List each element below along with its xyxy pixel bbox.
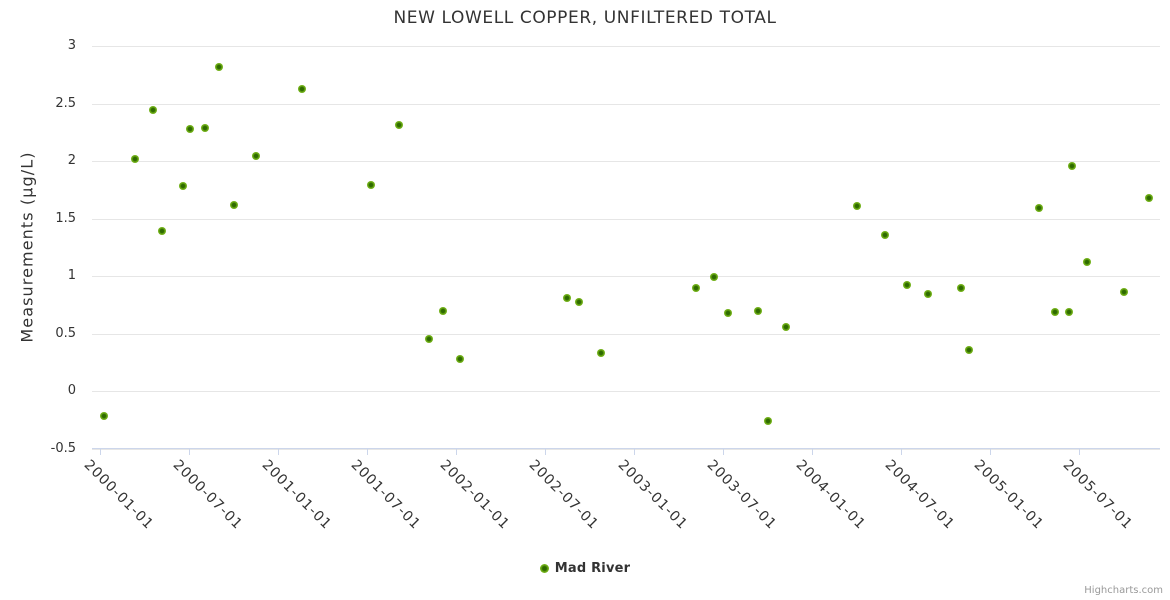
data-point[interactable]: [455, 354, 464, 363]
x-axis-label: 2002-07-01: [525, 457, 602, 533]
data-point[interactable]: [781, 322, 790, 331]
x-axis-label: 2000-07-01: [169, 457, 246, 533]
x-axis-tick: [455, 449, 457, 455]
x-axis-tick: [722, 449, 724, 455]
gridline: [92, 46, 1160, 47]
data-point[interactable]: [425, 335, 434, 344]
data-point[interactable]: [131, 154, 140, 163]
x-axis-tick: [277, 449, 279, 455]
data-point[interactable]: [214, 62, 223, 71]
data-point[interactable]: [148, 106, 157, 115]
y-axis-label: 1: [67, 268, 76, 283]
data-point[interactable]: [251, 152, 260, 161]
highcharts-credits-link[interactable]: Highcharts.com: [1084, 585, 1163, 596]
x-axis-tick: [633, 449, 635, 455]
y-axis-label: 0: [67, 383, 76, 398]
x-axis-label: 2003-07-01: [703, 457, 780, 533]
chart-title: NEW LOWELL COPPER, UNFILTERED TOTAL: [393, 8, 777, 28]
data-point[interactable]: [230, 200, 238, 209]
y-axis-label: 1.5: [55, 210, 76, 226]
gridline: [92, 218, 1160, 220]
gridline: [92, 391, 1160, 392]
data-point[interactable]: [438, 306, 447, 315]
y-axis-label: 3: [67, 38, 76, 53]
data-point[interactable]: [394, 121, 403, 130]
x-axis-label: 2005-01-01: [970, 457, 1047, 533]
gridline: [92, 161, 1160, 162]
data-point[interactable]: [1064, 307, 1073, 316]
data-point[interactable]: [903, 281, 912, 290]
data-point[interactable]: [298, 84, 307, 93]
x-axis-label: 2000-01-01: [80, 457, 157, 533]
data-point[interactable]: [924, 290, 933, 299]
x-axis-tick: [811, 449, 813, 455]
x-axis-label: 2001-07-01: [347, 457, 424, 533]
data-point[interactable]: [563, 293, 572, 302]
x-axis-tick: [366, 449, 368, 455]
data-point[interactable]: [1051, 307, 1060, 316]
y-axis-title: Measurements (µg/L): [17, 151, 37, 343]
x-axis-tick: [99, 449, 101, 455]
x-axis-label: 2003-01-01: [614, 457, 691, 533]
data-point[interactable]: [596, 349, 605, 358]
data-point[interactable]: [956, 283, 965, 292]
y-axis-label: 2.5: [55, 95, 76, 111]
x-axis-label: 2001-01-01: [258, 457, 335, 533]
y-axis-label: 0.5: [55, 325, 76, 341]
y-axis-label: -0.5: [50, 440, 76, 456]
x-axis-label: 2005-07-01: [1059, 457, 1136, 533]
x-axis-label: 2004-01-01: [792, 457, 869, 533]
x-axis-tick: [188, 449, 190, 455]
data-point[interactable]: [1035, 204, 1044, 213]
data-point[interactable]: [179, 182, 188, 191]
data-point[interactable]: [723, 308, 732, 317]
gridline: [92, 448, 1160, 450]
data-point[interactable]: [709, 273, 718, 282]
data-point[interactable]: [691, 283, 700, 292]
data-point[interactable]: [200, 123, 209, 132]
x-axis-label: 2004-07-01: [881, 457, 958, 533]
legend: Mad River: [0, 561, 1170, 576]
data-point[interactable]: [1144, 193, 1153, 202]
data-point[interactable]: [965, 345, 974, 354]
gridline: [92, 103, 1160, 105]
data-point[interactable]: [575, 298, 584, 307]
data-point[interactable]: [1068, 161, 1077, 170]
x-axis-tick: [989, 449, 991, 455]
gridline: [92, 333, 1160, 335]
x-axis-line: [92, 448, 1160, 449]
x-axis-label: 2002-01-01: [436, 457, 513, 533]
data-point[interactable]: [157, 227, 166, 236]
data-point[interactable]: [880, 230, 889, 239]
series-marker-icon: [539, 564, 549, 573]
data-point[interactable]: [764, 416, 773, 425]
data-point[interactable]: [1082, 258, 1091, 267]
x-axis-tick: [900, 449, 902, 455]
legend-item-mad-river[interactable]: Mad River: [539, 561, 631, 576]
data-point[interactable]: [753, 306, 762, 315]
y-axis-label: 2: [67, 153, 76, 168]
x-axis-tick: [544, 449, 546, 455]
data-point[interactable]: [853, 201, 862, 210]
data-point[interactable]: [366, 181, 375, 190]
x-axis-tick: [1078, 449, 1080, 455]
legend-label: Mad River: [554, 561, 631, 576]
data-point[interactable]: [1120, 288, 1129, 297]
gridline: [92, 276, 1160, 277]
data-point[interactable]: [99, 412, 108, 421]
data-point[interactable]: [186, 124, 195, 133]
